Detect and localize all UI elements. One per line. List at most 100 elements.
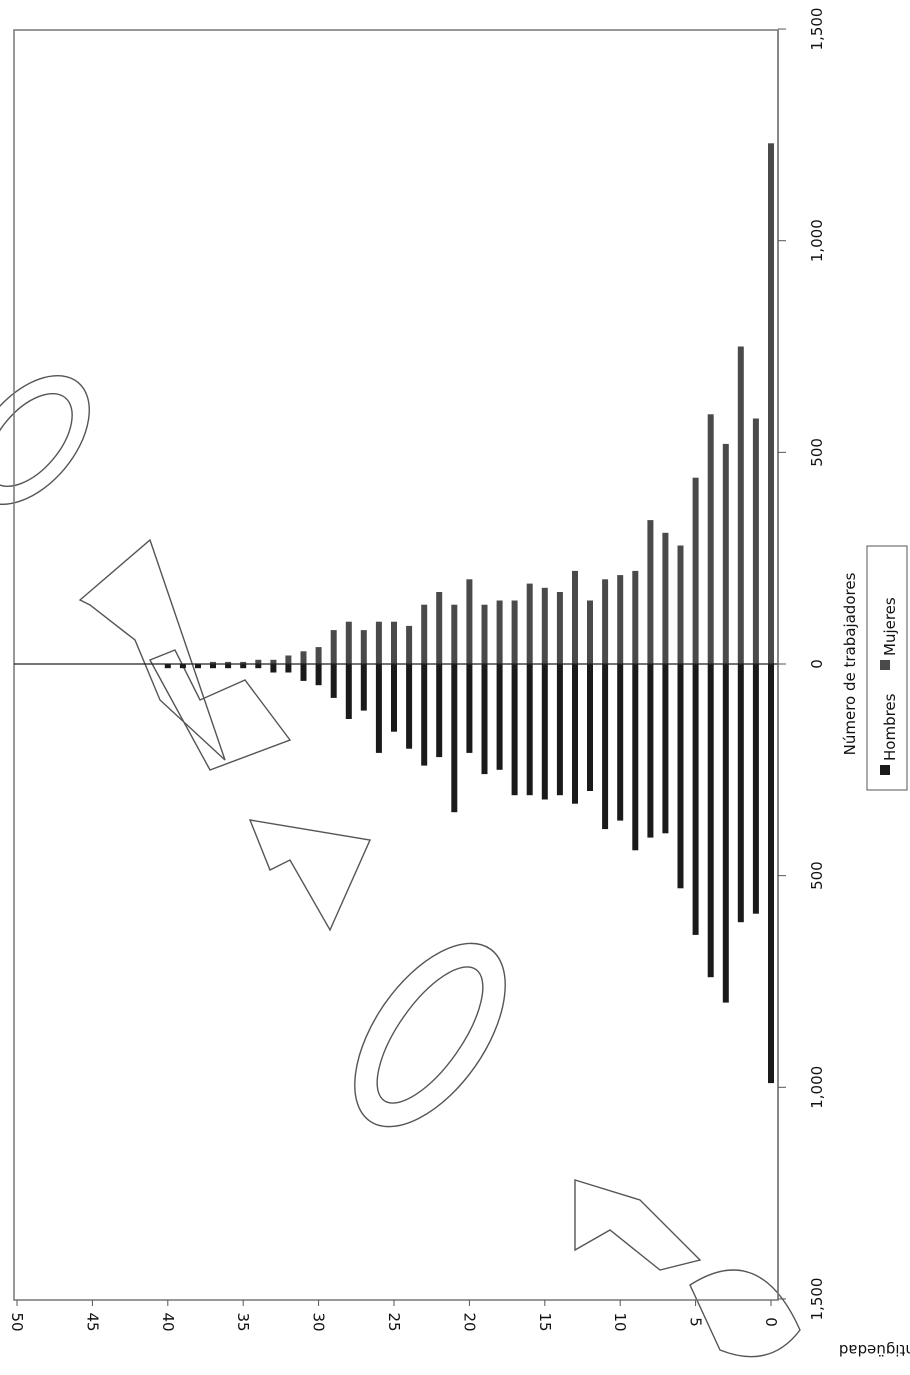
- bar-mujeres-23: [421, 604, 428, 664]
- bar-hombres-9: [632, 664, 639, 851]
- bar-hombres-38: [195, 664, 201, 669]
- bar-mujeres-0: [768, 143, 774, 665]
- bar-mujeres-36: [225, 661, 232, 664]
- x-axis-title: Número de trabajadores: [841, 572, 859, 755]
- bar-hombres-11: [602, 664, 609, 830]
- bar-hombres-7: [662, 664, 669, 834]
- watermark-stroke: [0, 392, 73, 488]
- bar-hombres-3: [722, 664, 729, 1003]
- bar-hombres-34: [255, 664, 262, 669]
- bar-mujeres-5: [692, 477, 699, 664]
- bar-mujeres-27: [360, 630, 367, 664]
- bar-mujeres-11: [602, 579, 609, 664]
- bar-hombres-21: [451, 664, 458, 813]
- bar-mujeres-17: [511, 600, 518, 664]
- bar-hombres-18: [496, 664, 503, 770]
- bar-hombres-4: [707, 664, 714, 978]
- bar-mujeres-26: [375, 621, 382, 664]
- bar-hombres-22: [436, 664, 443, 758]
- legend: Hombres Mujeres: [866, 545, 908, 791]
- bar-mujeres-32: [285, 655, 292, 664]
- bar-hombres-0: [768, 664, 774, 1084]
- bars-group: [164, 143, 774, 1084]
- bar-hombres-12: [587, 664, 593, 791]
- bar-mujeres-28: [345, 621, 352, 664]
- bar-mujeres-8: [647, 520, 654, 664]
- x-tick-label: 500: [808, 861, 826, 890]
- x-tick-label: 1,000: [808, 1066, 826, 1109]
- bar-mujeres-6: [677, 545, 684, 664]
- bar-hombres-23: [421, 664, 428, 766]
- x-tick-label: 1,000: [808, 219, 826, 262]
- bar-mujeres-33: [270, 659, 277, 664]
- bar-hombres-17: [511, 664, 518, 796]
- y-tick-label: 0: [762, 1317, 780, 1327]
- bar-hombres-26: [375, 664, 382, 753]
- x-tick-label: 0: [808, 659, 826, 669]
- legend-label-mujeres: Mujeres: [881, 597, 899, 656]
- bar-hombres-10: [617, 664, 624, 821]
- watermark-stroke: [78, 538, 226, 761]
- bar-hombres-27: [360, 664, 367, 711]
- y-tick-label: 10: [611, 1312, 629, 1331]
- bar-mujeres-22: [436, 592, 443, 664]
- bar-mujeres-13: [572, 570, 578, 664]
- legend-swatch-mujeres: [880, 660, 890, 670]
- bar-hombres-24: [406, 664, 413, 749]
- y-axis: 0 5 10 15 20 25 30 35 40 45 50: [8, 1300, 780, 1332]
- bar-hombres-15: [541, 664, 548, 800]
- y-tick-label: 25: [385, 1312, 403, 1331]
- x-axis: 1,500 1,000 500 0 500 1,000 1,500: [777, 8, 826, 1321]
- watermark-stroke: [354, 942, 506, 1128]
- bar-mujeres-10: [617, 575, 624, 664]
- bar-mujeres-12: [587, 600, 593, 664]
- bar-hombres-37: [210, 664, 216, 669]
- bar-hombres-14: [556, 664, 563, 796]
- bar-mujeres-29: [330, 630, 337, 664]
- watermark: [0, 374, 801, 1358]
- bar-hombres-39: [179, 664, 186, 669]
- bar-mujeres-25: [391, 621, 397, 664]
- x-tick-label: 500: [808, 438, 826, 467]
- bar-hombres-29: [330, 664, 337, 698]
- bar-hombres-35: [240, 664, 247, 669]
- y-axis-title: Antigüedad: [839, 1341, 910, 1359]
- bar-mujeres-19: [481, 604, 488, 664]
- bar-hombres-2: [737, 664, 744, 923]
- x-tick-label: 1,500: [808, 1278, 826, 1321]
- bar-hombres-31: [300, 664, 307, 681]
- y-tick-label: 5: [687, 1317, 705, 1327]
- legend-swatch-hombres: [880, 765, 890, 775]
- bar-mujeres-2: [737, 346, 744, 664]
- bar-mujeres-35: [240, 661, 247, 664]
- bar-mujeres-21: [451, 604, 458, 664]
- bar-mujeres-18: [496, 600, 503, 664]
- bar-hombres-5: [692, 664, 699, 935]
- bar-mujeres-20: [466, 579, 473, 664]
- bar-mujeres-3: [722, 443, 729, 664]
- bar-hombres-30: [315, 664, 322, 686]
- bar-mujeres-16: [526, 583, 533, 664]
- legend-label-hombres: Hombres: [881, 693, 899, 761]
- bar-hombres-28: [345, 664, 352, 719]
- bar-mujeres-37: [210, 661, 216, 664]
- bar-hombres-40: [164, 664, 171, 669]
- bar-hombres-32: [285, 664, 292, 673]
- watermark-stroke: [0, 374, 90, 506]
- bar-mujeres-4: [707, 414, 714, 664]
- y-tick-label: 30: [310, 1312, 328, 1331]
- bar-hombres-13: [572, 664, 578, 804]
- bar-mujeres-9: [632, 570, 639, 664]
- bar-hombres-20: [466, 664, 473, 753]
- bar-hombres-33: [270, 664, 277, 673]
- bar-mujeres-30: [315, 647, 322, 664]
- bar-hombres-8: [647, 664, 654, 838]
- watermark-stroke: [149, 649, 292, 771]
- y-tick-label: 40: [159, 1312, 177, 1331]
- watermark-stroke: [689, 1269, 801, 1358]
- y-tick-label: 15: [536, 1312, 554, 1331]
- bar-hombres-25: [391, 664, 397, 732]
- bar-hombres-36: [225, 664, 232, 669]
- bar-mujeres-14: [556, 592, 563, 664]
